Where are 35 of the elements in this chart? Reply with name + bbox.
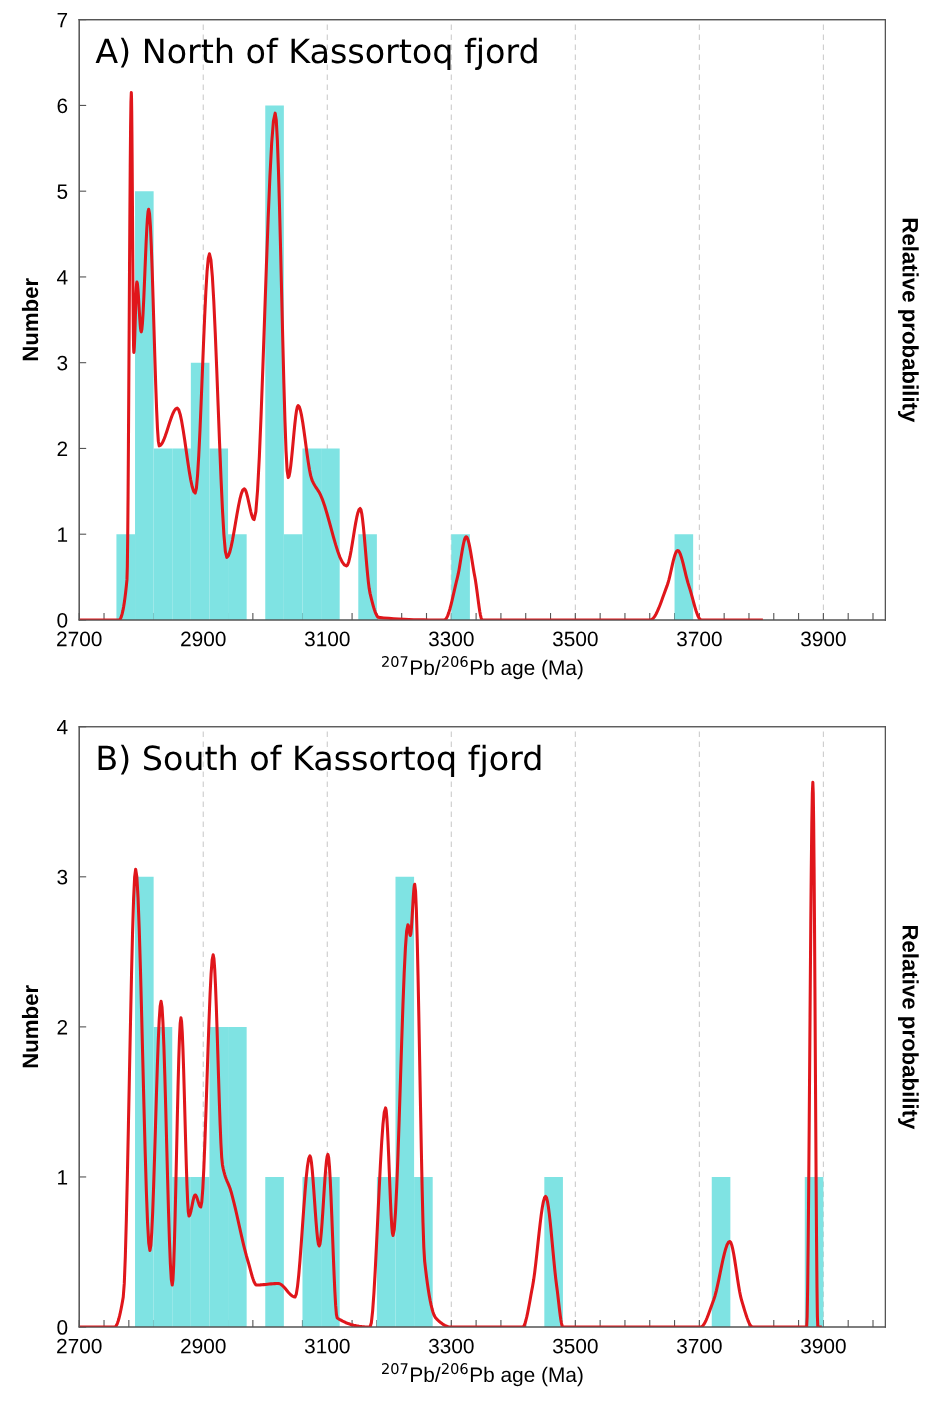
- text: B) South of Kassortoq fjord: [98, 744, 541, 778]
- x-tick-label: 2700: [57, 631, 102, 647]
- y-tick-label: 2: [57, 441, 68, 456]
- y-tick-label: 4: [57, 270, 68, 285]
- y-tick-label: 3: [57, 355, 68, 371]
- x-tick-label: 3100: [304, 1338, 350, 1354]
- x-tick-label: 3700: [676, 631, 722, 647]
- x-tick-label: 3900: [801, 631, 846, 647]
- y-tick-label: 1: [58, 1170, 68, 1185]
- y-tick-label: 4: [57, 719, 68, 735]
- x-tick-label: 3300: [428, 631, 474, 647]
- y-tick-label: 7: [57, 12, 68, 28]
- x-tick-label: 3500: [552, 1338, 598, 1354]
- y-tick-label: 3: [57, 869, 68, 885]
- y-tick-label: 2: [57, 1019, 68, 1035]
- y2-axis-title: Relative probability: [898, 925, 919, 1130]
- x-tick-label: 3100: [304, 631, 350, 647]
- x-tick-label: 3300: [428, 1338, 474, 1354]
- x-tick-label: 3900: [801, 1338, 846, 1354]
- y2-axis-title: Relative probability: [898, 218, 919, 423]
- y-tick-label: 6: [57, 98, 68, 114]
- text: A) North of Kassortoq fjord: [95, 37, 537, 70]
- x-tick-label: 3700: [676, 1338, 722, 1354]
- y-tick-label: 5: [57, 184, 68, 199]
- x-axis-title: $^{207}$Pb/$^{206}$Pb age (Ma): [382, 1363, 583, 1387]
- y-tick-label: 1: [58, 527, 68, 542]
- y-tick-label: 0: [57, 612, 68, 628]
- x-tick-label: 2900: [181, 631, 226, 647]
- y-axis-title: Number: [21, 985, 39, 1068]
- x-axis-title: $^{207}$Pb/$^{206}$Pb age (Ma): [382, 656, 583, 680]
- x-tick-label: 3500: [552, 631, 598, 647]
- x-tick-label: 2900: [181, 1338, 226, 1354]
- x-tick-label: 2700: [57, 1338, 102, 1354]
- y-axis-title: Number: [21, 278, 39, 361]
- y-tick-label: 0: [57, 1320, 68, 1335]
